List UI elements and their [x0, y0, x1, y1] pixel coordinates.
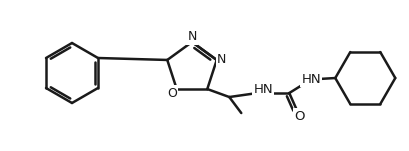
Text: HN: HN — [254, 83, 273, 96]
Text: O: O — [167, 87, 177, 100]
Text: N: N — [187, 31, 197, 43]
Text: O: O — [294, 109, 305, 122]
Text: HN: HN — [301, 72, 321, 85]
Text: N: N — [217, 53, 227, 66]
